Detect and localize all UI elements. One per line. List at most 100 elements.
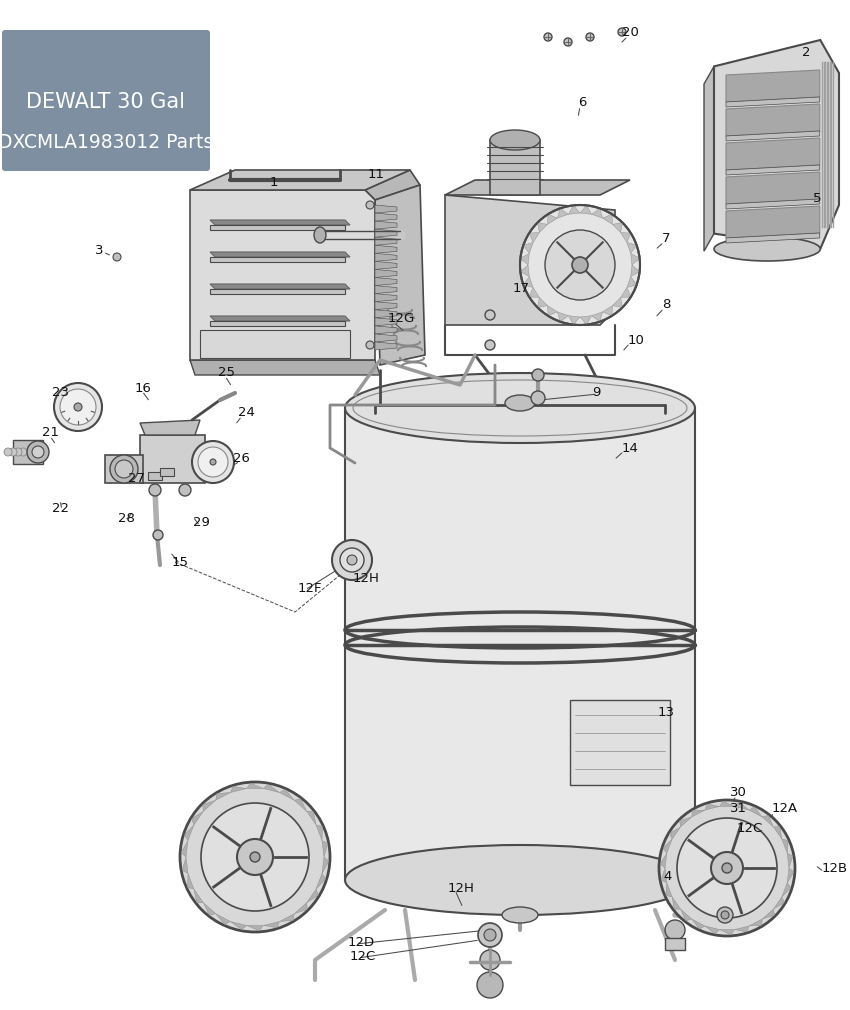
Polygon shape — [210, 284, 350, 289]
Polygon shape — [626, 242, 637, 254]
Polygon shape — [307, 811, 316, 825]
Polygon shape — [316, 874, 326, 889]
Text: 23: 23 — [52, 387, 69, 400]
Circle shape — [665, 920, 685, 940]
Polygon shape — [375, 294, 397, 302]
Text: 11: 11 — [368, 169, 385, 182]
Bar — [665, 938, 685, 950]
Text: 9: 9 — [592, 386, 600, 399]
Polygon shape — [762, 909, 774, 919]
Text: 21: 21 — [42, 426, 59, 439]
Polygon shape — [603, 214, 612, 224]
Text: 2: 2 — [802, 45, 811, 59]
Text: 31: 31 — [730, 802, 747, 814]
Text: 12C: 12C — [350, 950, 377, 964]
Text: 15: 15 — [172, 556, 189, 569]
Circle shape — [340, 548, 364, 572]
Ellipse shape — [505, 395, 535, 411]
Text: 12G: 12G — [388, 311, 416, 324]
Polygon shape — [569, 316, 580, 324]
Polygon shape — [190, 170, 410, 190]
Text: 5: 5 — [813, 192, 821, 204]
Text: DEWALT 30 Gal: DEWALT 30 Gal — [26, 92, 185, 112]
Polygon shape — [704, 67, 714, 251]
Text: 27: 27 — [128, 472, 145, 485]
Polygon shape — [749, 807, 762, 817]
Polygon shape — [666, 883, 672, 897]
Circle shape — [54, 383, 102, 431]
Polygon shape — [345, 408, 695, 880]
Text: 29: 29 — [193, 516, 210, 529]
Polygon shape — [375, 254, 397, 262]
Polygon shape — [264, 921, 280, 927]
Polygon shape — [246, 783, 264, 789]
Polygon shape — [210, 289, 345, 294]
Polygon shape — [681, 909, 692, 921]
Polygon shape — [726, 70, 819, 102]
Circle shape — [532, 369, 544, 381]
Text: 6: 6 — [578, 97, 586, 109]
Circle shape — [677, 818, 777, 918]
Polygon shape — [726, 104, 819, 136]
Circle shape — [618, 28, 626, 36]
Text: 12H: 12H — [353, 572, 380, 585]
Polygon shape — [631, 254, 639, 265]
Polygon shape — [774, 826, 782, 839]
Polygon shape — [520, 265, 530, 277]
Polygon shape — [375, 237, 397, 245]
Polygon shape — [375, 278, 397, 286]
Polygon shape — [375, 262, 397, 270]
Polygon shape — [190, 360, 380, 375]
Polygon shape — [246, 925, 264, 931]
Polygon shape — [375, 286, 397, 294]
Polygon shape — [181, 840, 188, 857]
Bar — [105, 454, 143, 483]
Polygon shape — [520, 254, 530, 265]
Ellipse shape — [502, 907, 538, 923]
Circle shape — [210, 459, 216, 465]
Polygon shape — [726, 97, 819, 107]
Circle shape — [485, 340, 495, 350]
Polygon shape — [537, 297, 547, 307]
Text: 14: 14 — [622, 441, 639, 454]
Polygon shape — [726, 138, 819, 170]
Text: 25: 25 — [218, 367, 235, 380]
Polygon shape — [705, 926, 720, 934]
Polygon shape — [762, 815, 774, 827]
Polygon shape — [612, 297, 622, 307]
Polygon shape — [726, 165, 819, 175]
Polygon shape — [558, 312, 569, 321]
Polygon shape — [592, 312, 603, 321]
Circle shape — [201, 803, 309, 911]
Polygon shape — [188, 874, 194, 889]
Bar — [160, 468, 174, 476]
Ellipse shape — [110, 454, 138, 483]
Polygon shape — [216, 793, 230, 800]
Polygon shape — [726, 172, 819, 204]
Bar — [13, 440, 43, 464]
Circle shape — [60, 389, 96, 425]
Polygon shape — [280, 914, 294, 921]
Polygon shape — [734, 926, 749, 932]
Text: 24: 24 — [238, 406, 255, 419]
Circle shape — [179, 484, 191, 496]
Text: 12C: 12C — [737, 821, 763, 834]
Circle shape — [485, 310, 495, 320]
Text: 13: 13 — [658, 707, 675, 719]
Polygon shape — [749, 919, 762, 926]
Polygon shape — [620, 288, 631, 297]
Polygon shape — [230, 921, 246, 930]
Bar — [148, 472, 162, 480]
Polygon shape — [620, 232, 631, 242]
Text: 10: 10 — [628, 333, 645, 346]
Circle shape — [586, 33, 594, 41]
Polygon shape — [663, 839, 672, 853]
Polygon shape — [264, 784, 280, 793]
Polygon shape — [375, 334, 397, 342]
Text: 1: 1 — [270, 176, 279, 189]
Circle shape — [572, 257, 588, 273]
Polygon shape — [720, 801, 734, 806]
Polygon shape — [774, 897, 785, 909]
Text: 12F: 12F — [298, 582, 322, 595]
Text: 4: 4 — [663, 871, 672, 884]
